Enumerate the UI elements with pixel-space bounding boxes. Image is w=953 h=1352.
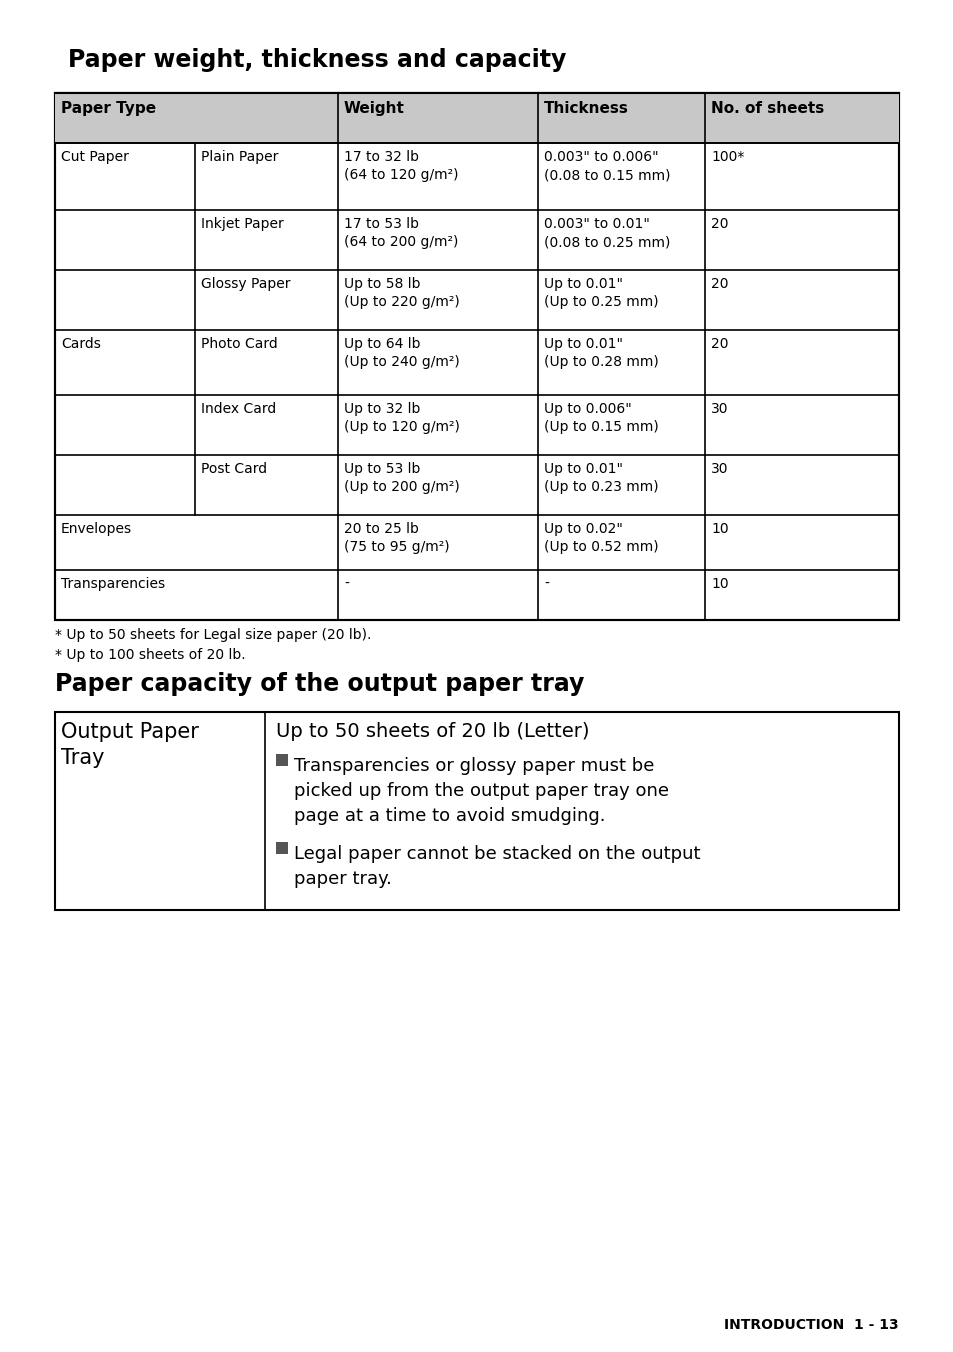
Text: 17 to 53 lb
(64 to 200 g/m²): 17 to 53 lb (64 to 200 g/m²): [344, 218, 457, 249]
Text: Up to 0.01"
(Up to 0.23 mm): Up to 0.01" (Up to 0.23 mm): [543, 462, 658, 495]
Text: 0.003" to 0.01"
(0.08 to 0.25 mm): 0.003" to 0.01" (0.08 to 0.25 mm): [543, 218, 670, 249]
Text: Paper Type: Paper Type: [61, 101, 156, 116]
Text: -: -: [543, 577, 548, 591]
Text: Paper weight, thickness and capacity: Paper weight, thickness and capacity: [68, 49, 566, 72]
Text: Up to 0.006"
(Up to 0.15 mm): Up to 0.006" (Up to 0.15 mm): [543, 402, 659, 434]
Text: Transparencies or glossy paper must be
picked up from the output paper tray one
: Transparencies or glossy paper must be p…: [294, 757, 668, 825]
Text: Legal paper cannot be stacked on the output
paper tray.: Legal paper cannot be stacked on the out…: [294, 845, 700, 888]
Text: Post Card: Post Card: [201, 462, 267, 476]
Text: 20: 20: [710, 277, 728, 291]
Text: 30: 30: [710, 402, 728, 416]
Text: INTRODUCTION  1 - 13: INTRODUCTION 1 - 13: [723, 1318, 898, 1332]
Text: 10: 10: [710, 577, 728, 591]
Text: Envelopes: Envelopes: [61, 522, 132, 535]
Text: 20 to 25 lb
(75 to 95 g/m²): 20 to 25 lb (75 to 95 g/m²): [344, 522, 449, 554]
Text: Up to 0.02"
(Up to 0.52 mm): Up to 0.02" (Up to 0.52 mm): [543, 522, 658, 554]
Text: Paper capacity of the output paper tray: Paper capacity of the output paper tray: [55, 672, 584, 696]
Text: Up to 32 lb
(Up to 120 g/m²): Up to 32 lb (Up to 120 g/m²): [344, 402, 459, 434]
Text: Up to 53 lb
(Up to 200 g/m²): Up to 53 lb (Up to 200 g/m²): [344, 462, 459, 495]
Text: Output Paper
Tray: Output Paper Tray: [61, 722, 198, 768]
Text: 20: 20: [710, 337, 728, 352]
Bar: [55, 93, 898, 143]
Text: 17 to 32 lb
(64 to 120 g/m²): 17 to 32 lb (64 to 120 g/m²): [344, 150, 458, 183]
Text: * Up to 100 sheets of 20 lb.: * Up to 100 sheets of 20 lb.: [55, 648, 245, 662]
Text: Photo Card: Photo Card: [201, 337, 277, 352]
Bar: [275, 842, 288, 854]
Text: 30: 30: [710, 462, 728, 476]
Text: Thickness: Thickness: [543, 101, 628, 116]
Text: No. of sheets: No. of sheets: [710, 101, 823, 116]
Text: Weight: Weight: [344, 101, 404, 116]
Text: Up to 0.01"
(Up to 0.28 mm): Up to 0.01" (Up to 0.28 mm): [543, 337, 659, 369]
Text: Inkjet Paper: Inkjet Paper: [201, 218, 283, 231]
Bar: [55, 93, 898, 621]
Text: Up to 0.01"
(Up to 0.25 mm): Up to 0.01" (Up to 0.25 mm): [543, 277, 658, 310]
Text: Cut Paper: Cut Paper: [61, 150, 129, 164]
Text: 0.003" to 0.006"
(0.08 to 0.15 mm): 0.003" to 0.006" (0.08 to 0.15 mm): [543, 150, 670, 183]
Bar: [275, 754, 288, 767]
Text: Glossy Paper: Glossy Paper: [201, 277, 291, 291]
Text: 100*: 100*: [710, 150, 743, 164]
Text: Plain Paper: Plain Paper: [201, 150, 278, 164]
Bar: [55, 713, 898, 910]
Text: Up to 50 sheets of 20 lb (Letter): Up to 50 sheets of 20 lb (Letter): [275, 722, 589, 741]
Text: -: -: [344, 577, 349, 591]
Text: 20: 20: [710, 218, 728, 231]
Text: Index Card: Index Card: [201, 402, 276, 416]
Text: Up to 64 lb
(Up to 240 g/m²): Up to 64 lb (Up to 240 g/m²): [344, 337, 459, 369]
Text: Cards: Cards: [61, 337, 101, 352]
Text: * Up to 50 sheets for Legal size paper (20 lb).: * Up to 50 sheets for Legal size paper (…: [55, 627, 371, 642]
Text: Up to 58 lb
(Up to 220 g/m²): Up to 58 lb (Up to 220 g/m²): [344, 277, 459, 310]
Text: 10: 10: [710, 522, 728, 535]
Text: Transparencies: Transparencies: [61, 577, 165, 591]
Bar: [55, 93, 898, 621]
